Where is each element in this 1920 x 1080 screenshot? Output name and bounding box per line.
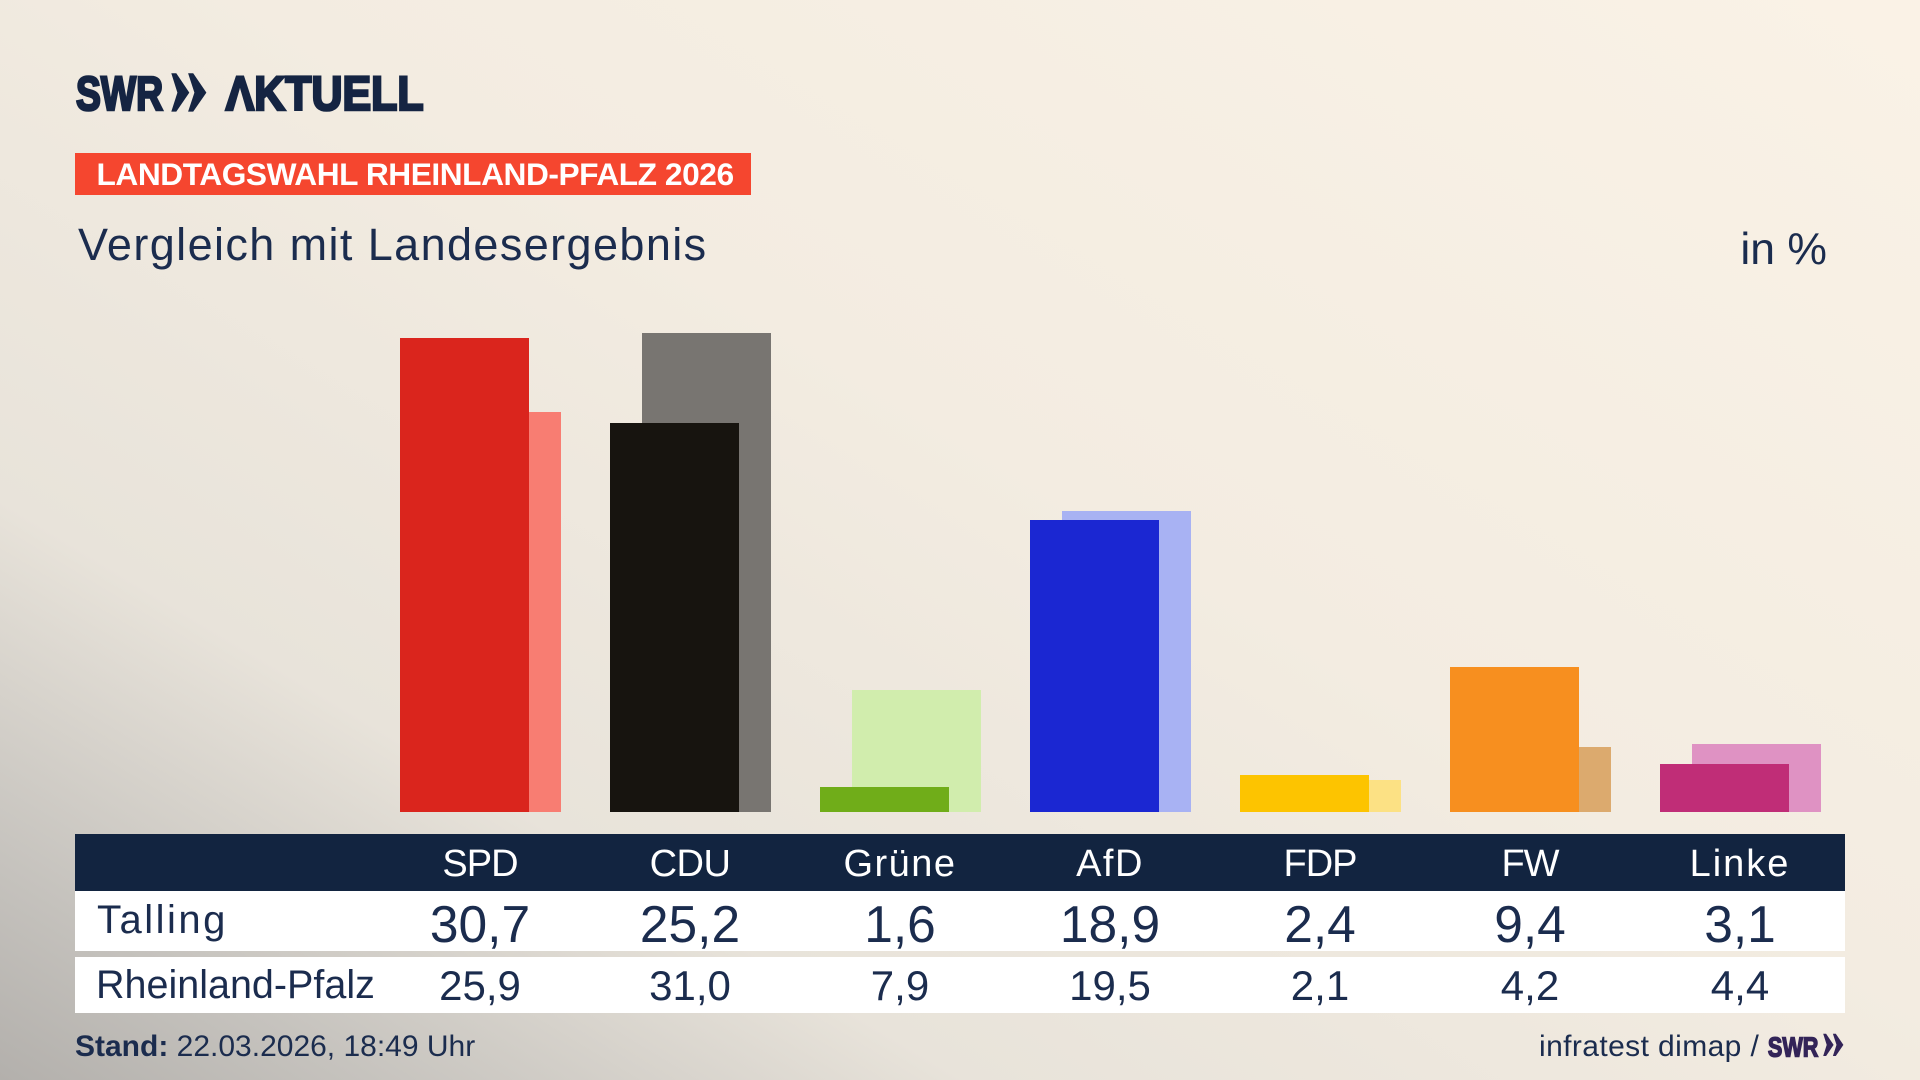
svg-text:ΛKTUELL: ΛKTUELL: [226, 68, 424, 121]
svg-text:SWR: SWR: [1768, 1031, 1819, 1062]
svg-text:SWR: SWR: [76, 68, 163, 121]
